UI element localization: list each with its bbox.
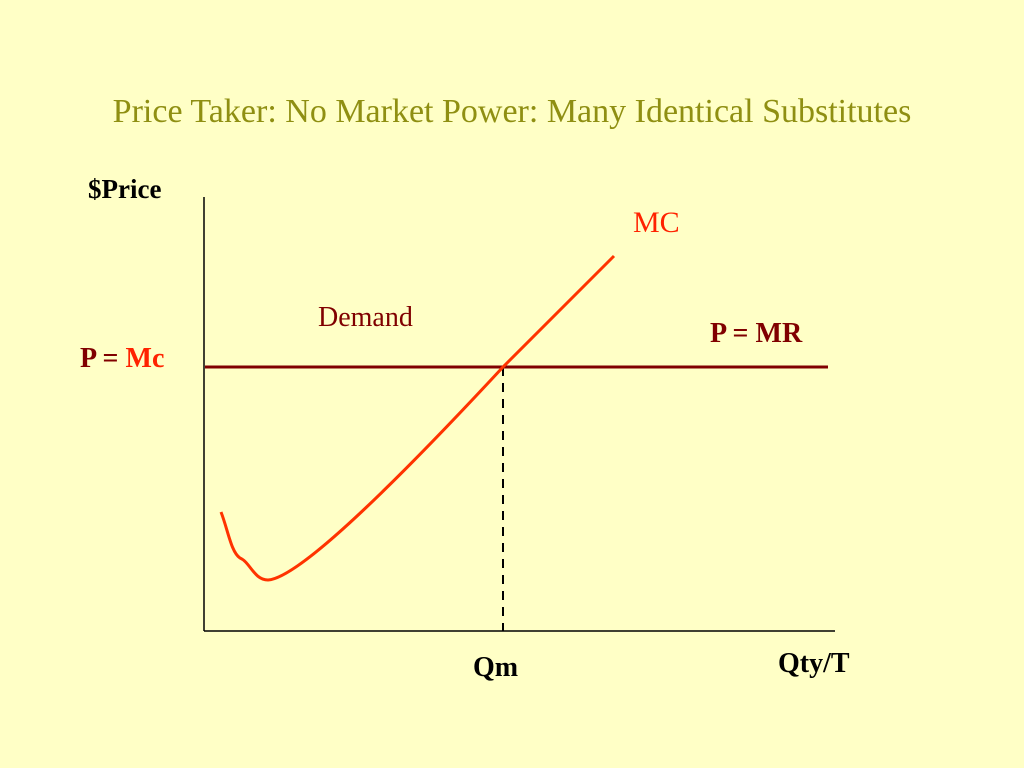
- title: Price Taker: No Market Power: Many Ident…: [112, 93, 912, 130]
- y-axis-label: $Price: [88, 174, 162, 204]
- price-line-label: P = MR: [710, 318, 803, 349]
- demand-label: Demand: [318, 302, 413, 333]
- price-level-suffix: Mc: [125, 343, 165, 374]
- quantity-label: Qm: [473, 652, 519, 683]
- mc-label: MC: [633, 206, 680, 239]
- price-level-label: P = Mc: [80, 345, 164, 373]
- x-axis-label: Qty/T: [778, 648, 850, 679]
- price-level-prefix: P =: [80, 343, 119, 374]
- mc-curve: [219, 254, 616, 582]
